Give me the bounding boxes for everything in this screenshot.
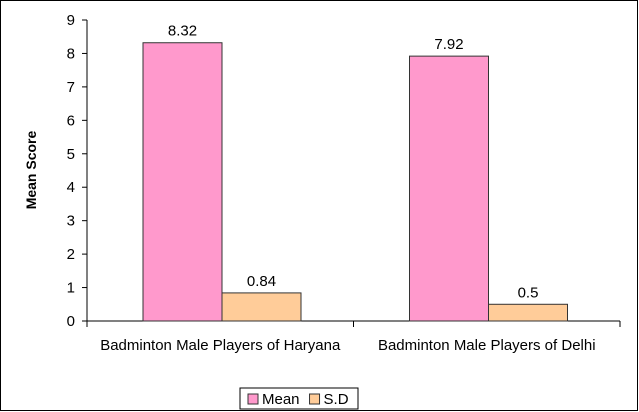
data-label: 7.92 bbox=[434, 36, 463, 53]
y-tick-label: 0 bbox=[67, 313, 75, 330]
legend-swatch bbox=[247, 393, 259, 405]
data-label: 0.5 bbox=[518, 284, 539, 301]
x-tick-label: Badminton Male Players of Haryana bbox=[100, 337, 341, 354]
y-axis-label: Mean Score bbox=[23, 130, 39, 209]
bar bbox=[488, 303, 568, 322]
y-tick-label: 3 bbox=[67, 213, 75, 230]
legend-swatch bbox=[309, 393, 321, 405]
y-tick-label: 4 bbox=[67, 179, 75, 196]
y-tick-label: 8 bbox=[67, 45, 75, 62]
data-label: 8.32 bbox=[168, 23, 197, 40]
y-tick-label: 2 bbox=[67, 246, 75, 263]
y-tick-label: 5 bbox=[67, 146, 75, 163]
legend-label: Mean bbox=[262, 391, 300, 408]
y-tick-label: 6 bbox=[67, 112, 75, 129]
x-tick-label: Badminton Male Players of Delhi bbox=[377, 337, 596, 354]
bar bbox=[221, 292, 302, 322]
y-tick-label: 7 bbox=[67, 79, 75, 96]
legend-label: S.D bbox=[324, 391, 349, 408]
legend-box bbox=[239, 387, 359, 410]
data-label: 0.84 bbox=[247, 273, 276, 290]
bar bbox=[409, 55, 489, 322]
y-tick-label: 1 bbox=[67, 280, 75, 297]
y-tick-label: 9 bbox=[67, 12, 75, 29]
bar bbox=[142, 42, 223, 322]
